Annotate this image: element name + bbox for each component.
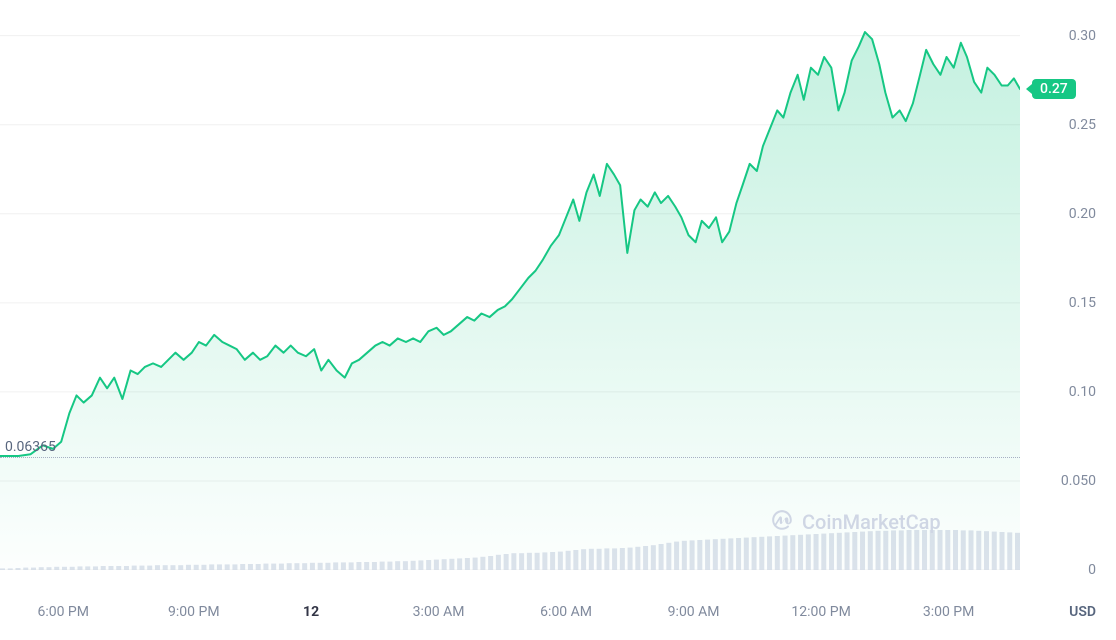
price-chart: 0.06365 0 0.050 0.10 0.15 0.20 0.25 0.30 6:00 … xyxy=(0,0,1116,640)
y-tick-label: 0.20 xyxy=(1069,206,1096,222)
y-tick-label: 0.050 xyxy=(1061,473,1096,489)
x-tick-label: 9:00 AM xyxy=(668,604,720,620)
currency-label: USD xyxy=(1069,604,1096,620)
y-tick-label: 0.30 xyxy=(1069,28,1096,44)
x-tick-label: 6:00 PM xyxy=(37,604,89,620)
x-tick-label: 3:00 PM xyxy=(923,604,975,620)
plot-area[interactable]: 0.06365 xyxy=(0,0,1020,570)
y-tick-label: 0.10 xyxy=(1069,384,1096,400)
y-tick-label: 0.25 xyxy=(1069,117,1096,133)
start-value-label: 0.06365 xyxy=(5,439,56,455)
current-price-badge: 0.27 xyxy=(1032,79,1076,99)
start-value-dotted-line xyxy=(0,457,1020,458)
watermark-text: CoinMarketCap xyxy=(802,510,941,534)
coinmarketcap-logo-icon xyxy=(770,510,794,534)
chart-svg xyxy=(0,0,1020,570)
x-tick-label: 3:00 AM xyxy=(413,604,465,620)
x-tick-label: 12 xyxy=(303,604,319,620)
y-tick-label: 0.15 xyxy=(1069,295,1096,311)
y-tick-label: 0 xyxy=(1088,562,1096,578)
x-tick-label: 9:00 PM xyxy=(168,604,220,620)
x-tick-label: 6:00 AM xyxy=(540,604,592,620)
x-tick-label: 12:00 PM xyxy=(791,604,850,620)
watermark: CoinMarketCap xyxy=(770,510,941,534)
